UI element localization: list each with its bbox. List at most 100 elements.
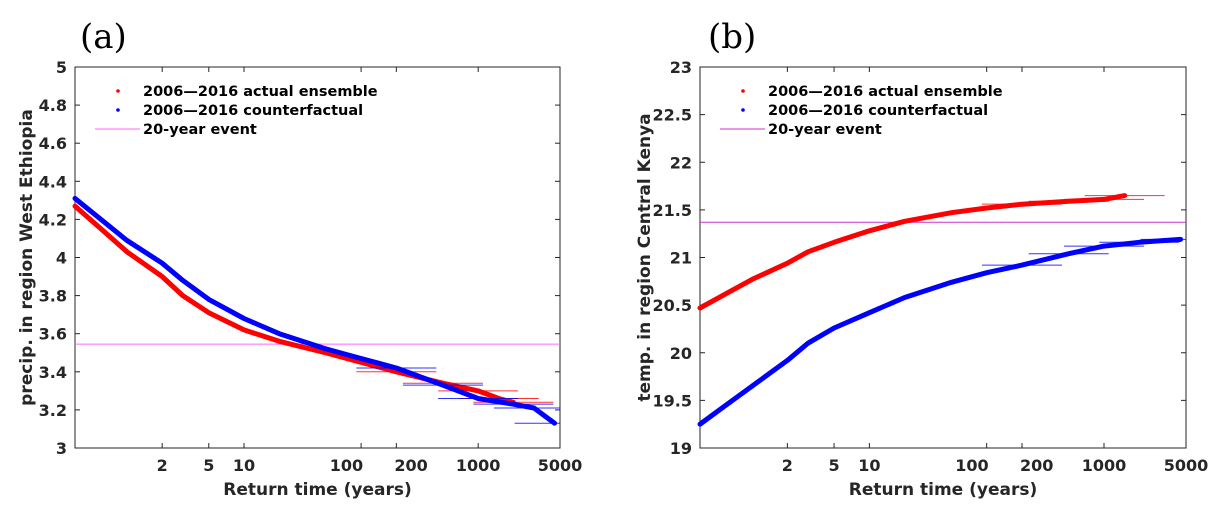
series-actual-ensemble <box>697 193 1165 311</box>
x-tick-label: 100 <box>955 456 988 475</box>
data-point <box>124 238 129 243</box>
x-axis-label: Return time (years) <box>849 480 1038 500</box>
y-tick-label: 4.2 <box>39 210 67 229</box>
legend-marker <box>116 89 120 93</box>
y-tick-label: 21.5 <box>653 201 692 220</box>
data-point <box>160 274 165 279</box>
y-tick-label: 22.5 <box>653 106 692 125</box>
data-point <box>552 421 557 426</box>
x-tick-label: 5000 <box>538 456 583 475</box>
y-tick-label: 19.5 <box>653 391 692 410</box>
data-point <box>750 384 755 389</box>
data-point <box>698 305 702 310</box>
data-point <box>440 383 445 388</box>
data-point <box>476 388 481 393</box>
legend-marker <box>116 108 120 112</box>
data-point <box>949 210 954 215</box>
x-tick-label: 10 <box>233 456 255 475</box>
data-point <box>394 365 399 370</box>
x-tick-label: 10 <box>858 456 880 475</box>
data-point <box>902 295 907 300</box>
y-tick-label: 4.4 <box>39 172 67 191</box>
data-point <box>1137 240 1142 245</box>
data-point <box>1122 193 1127 198</box>
data-point <box>750 277 755 282</box>
data-point <box>1101 197 1106 202</box>
data-point <box>1019 263 1024 268</box>
data-point <box>277 331 282 336</box>
y-tick-label: 23 <box>670 58 692 77</box>
data-point <box>806 341 811 346</box>
y-tick-label: 19 <box>670 439 692 458</box>
data-point <box>73 204 77 209</box>
x-tick-label: 200 <box>1020 456 1053 475</box>
data-point <box>98 226 103 231</box>
data-point <box>832 325 837 330</box>
y-tick-label: 3.4 <box>39 363 67 382</box>
data-point <box>160 261 165 266</box>
data-point <box>98 217 103 222</box>
data-point <box>949 280 954 285</box>
data-point <box>698 422 702 427</box>
data-point <box>724 291 729 296</box>
legend-label: 2006—2016 actual ensemble <box>143 84 378 100</box>
x-axis-label: Return time (years) <box>223 480 412 500</box>
data-point <box>532 405 537 410</box>
y-tick-label: 21 <box>670 249 692 268</box>
legend: 2006—2016 actual ensemble 2006—2016 count… <box>720 84 1003 138</box>
data-point <box>124 249 129 254</box>
data-point <box>724 403 729 408</box>
legend-marker <box>741 89 745 93</box>
data-point <box>867 310 872 315</box>
y-tick-label: 4 <box>56 249 67 268</box>
data-point <box>984 270 989 275</box>
x-tick-label: 100 <box>330 456 363 475</box>
data-point <box>277 339 282 344</box>
data-point <box>180 278 185 283</box>
x-tick-label: 1000 <box>1082 456 1127 475</box>
panel-label: (a) <box>80 17 127 57</box>
chart-panel-a: (a) 3 3.2 3.4 3.6 3.8 4 4.2 4.4 4.6 4.8 5 2 5 10 100 200… <box>17 17 582 500</box>
x-tick-label: 200 <box>394 456 427 475</box>
legend-label: 20-year event <box>143 122 257 138</box>
legend-label: 2006—2016 counterfactual <box>143 103 363 119</box>
chart-panel-b: (b) 19 19.5 20 20.5 21 21.5 22 22.5 23 2 5 10 100 200 1… <box>635 17 1208 500</box>
legend-label: 20-year event <box>768 122 882 138</box>
data-point <box>206 297 211 302</box>
data-point <box>359 356 364 361</box>
data-point <box>180 293 185 298</box>
data-point <box>476 396 481 401</box>
x-tick-label: 5 <box>828 456 839 475</box>
y-tick-label: 3.2 <box>39 401 67 420</box>
y-tick-label: 3.8 <box>39 287 67 306</box>
data-point <box>1101 244 1106 249</box>
data-point <box>867 228 872 233</box>
data-point <box>902 219 907 224</box>
data-point <box>206 310 211 315</box>
series-line <box>72 195 558 426</box>
y-axis-label: temp. in region Central Kenya <box>635 113 655 401</box>
data-point <box>832 240 837 245</box>
data-point <box>323 346 328 351</box>
data-point <box>785 261 790 266</box>
x-tick-label: 5000 <box>1164 456 1209 475</box>
series-counterfactual <box>697 236 1186 427</box>
data-point <box>1178 237 1183 242</box>
y-tick-label: 4.8 <box>39 96 67 115</box>
legend-label: 2006—2016 actual ensemble <box>768 84 1003 100</box>
y-tick-label: 20.5 <box>653 296 692 315</box>
data-point <box>73 196 77 201</box>
x-tick-label: 5 <box>203 456 214 475</box>
x-tick-label: 2 <box>782 456 793 475</box>
y-tick-label: 20 <box>670 344 692 363</box>
y-tick-label: 22 <box>670 153 692 172</box>
data-point <box>1019 202 1024 207</box>
plot-area <box>699 66 1187 449</box>
y-tick-label: 5 <box>56 58 67 77</box>
data-point <box>1066 199 1071 204</box>
x-tick-label: 1000 <box>456 456 501 475</box>
data-point <box>984 205 989 210</box>
legend-label: 2006—2016 counterfactual <box>768 103 988 119</box>
